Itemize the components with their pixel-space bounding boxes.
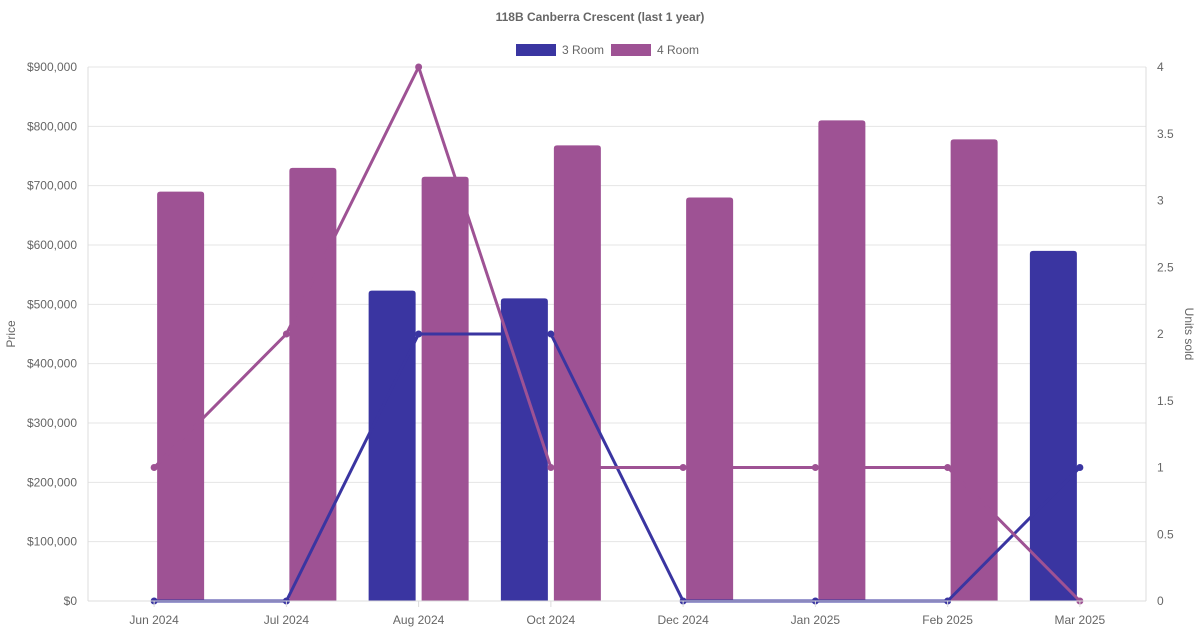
- bar-3-room: [368, 290, 416, 601]
- bar-layer: [157, 120, 1077, 602]
- legend-label-4-room: 4 Room: [657, 43, 699, 57]
- axis-layer: $0 $100,000 $200,000 $300,000 $400,000 $500,0…: [27, 60, 1174, 627]
- y-left-tick-label: $800,000: [27, 119, 77, 133]
- x-tick-label: Mar 2025: [1055, 613, 1106, 627]
- point-3-room: [547, 330, 555, 338]
- point-4-room: [282, 330, 290, 338]
- point-4-room: [944, 464, 952, 471]
- bar-4-room: [553, 145, 601, 601]
- x-tick-label: Jul 2024: [264, 613, 310, 627]
- line-4-room: [153, 65, 1081, 603]
- y-left-tick-label: $400,000: [27, 357, 77, 371]
- y-right-tick-label: 4: [1157, 60, 1164, 74]
- y-left-tick-label: $0: [64, 594, 78, 608]
- x-tick-label: Feb 2025: [922, 613, 973, 627]
- y-right-tick-label: 3.5: [1157, 127, 1174, 141]
- y-right-tick-label: 1: [1157, 461, 1164, 475]
- bar-4-room: [950, 139, 998, 602]
- point-4-room: [811, 464, 819, 471]
- y-right-tick-label: 1.5: [1157, 394, 1174, 408]
- y-left-tick-label: $100,000: [27, 535, 77, 549]
- bar-4-room: [421, 176, 469, 601]
- point-4-room: [547, 464, 555, 471]
- y-left-tick-label: $700,000: [27, 179, 77, 193]
- y-right-tick-label: 2: [1157, 327, 1164, 341]
- y-left-tick-label: $600,000: [27, 238, 77, 252]
- y-left-axis-label: Price: [4, 320, 18, 348]
- x-tick-label: Jan 2025: [791, 613, 841, 627]
- y-left-tick-label: $300,000: [27, 416, 77, 430]
- bar-4-room: [686, 197, 734, 602]
- y-left-tick-label: $500,000: [27, 297, 77, 311]
- y-left-tick-label: $200,000: [27, 475, 77, 489]
- bar-3-room: [1029, 250, 1077, 601]
- x-tick-label: Dec 2024: [657, 613, 709, 627]
- grid-lines: [88, 66, 1146, 602]
- bar-4-room: [157, 191, 205, 601]
- legend-label-3-room: 3 Room: [562, 43, 604, 57]
- x-tick-label: Jun 2024: [129, 613, 179, 627]
- legend-swatch-4-room: [611, 44, 651, 56]
- y-right-tick-label: 3: [1157, 194, 1164, 208]
- point-4-room: [150, 464, 158, 471]
- y-right-tick-label: 0.5: [1157, 527, 1174, 541]
- legend: 3 Room 4 Room: [516, 43, 699, 57]
- x-tick-label: Aug 2024: [393, 613, 445, 627]
- y-right-tick-label: 2.5: [1157, 260, 1174, 274]
- bar-4-room: [818, 120, 866, 602]
- y-right-axis-label: Units sold: [1182, 308, 1196, 361]
- legend-swatch-3-room: [516, 44, 556, 56]
- point-4-room: [415, 63, 423, 71]
- x-tick-label: Oct 2024: [527, 613, 576, 627]
- y-right-tick-label: 0: [1157, 594, 1164, 608]
- point-4-room: [679, 464, 687, 471]
- chart-title: 118B Canberra Crescent (last 1 year): [496, 10, 705, 24]
- y-left-tick-label: $900,000: [27, 60, 77, 74]
- bar-4-room: [289, 167, 337, 601]
- point-3-room: [1076, 464, 1084, 471]
- bar-3-room: [500, 298, 548, 601]
- point-3-room: [415, 330, 423, 338]
